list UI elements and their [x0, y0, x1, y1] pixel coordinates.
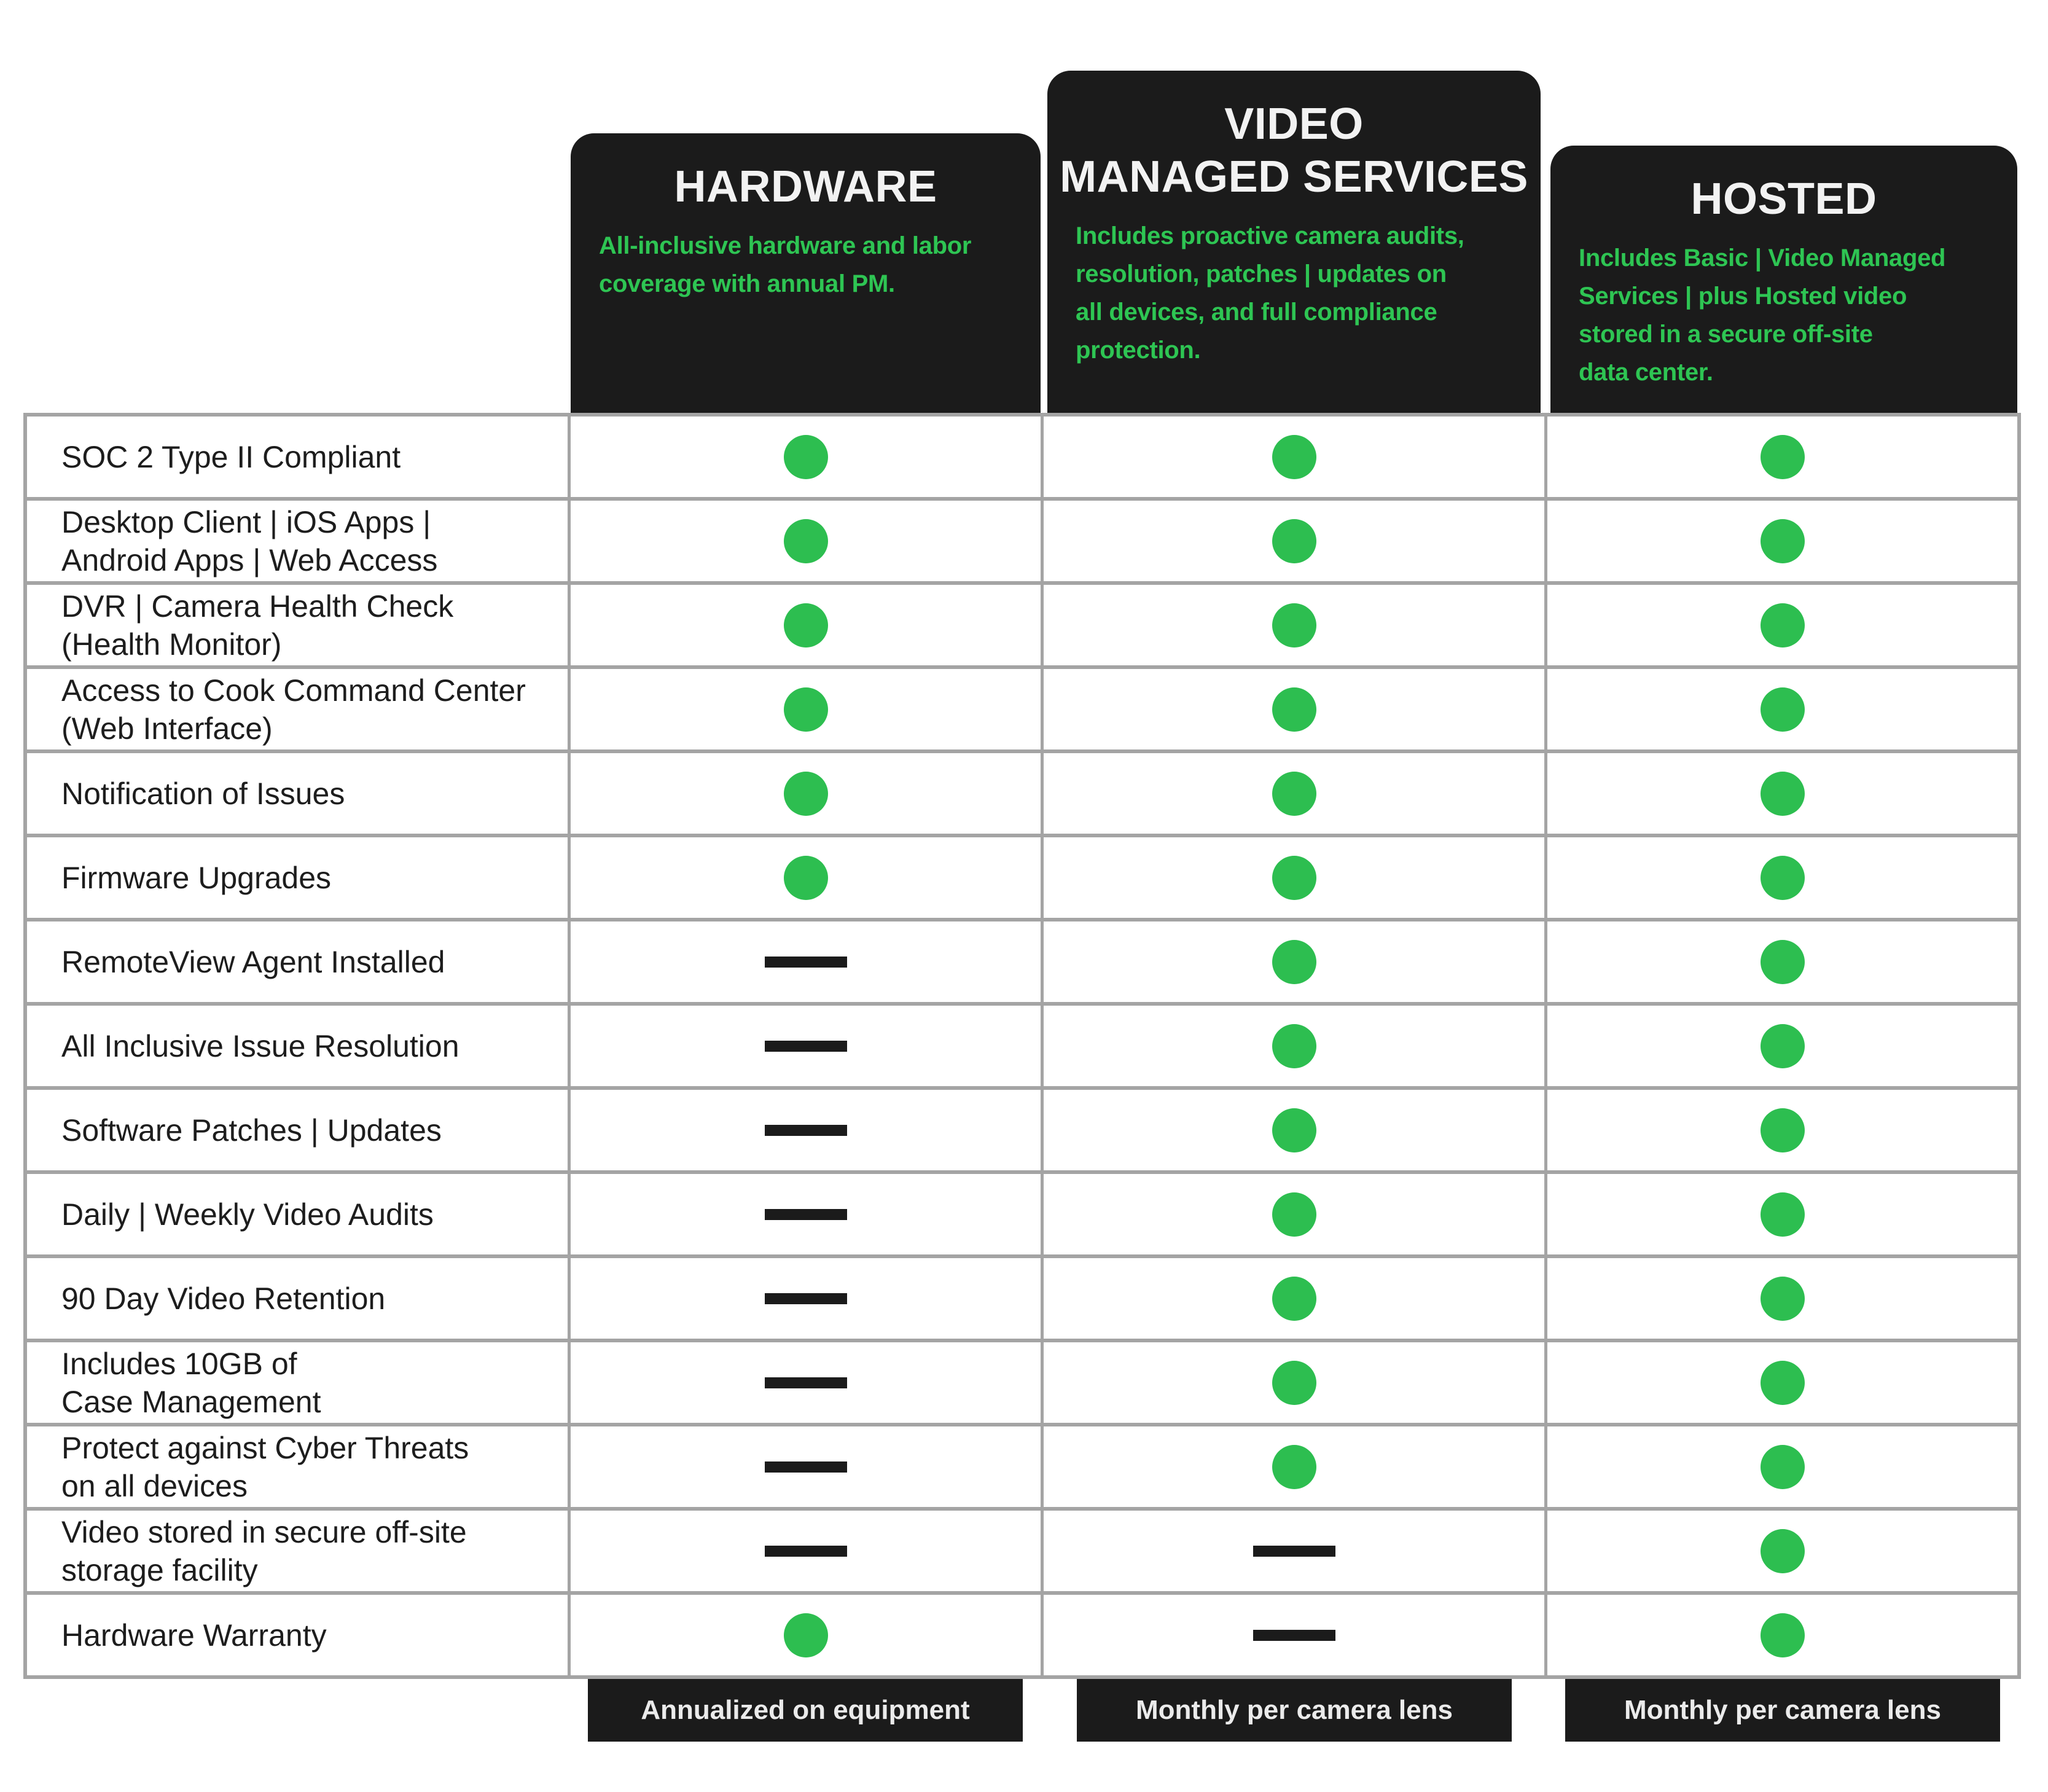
vms-availability-mark — [1044, 1342, 1544, 1423]
hosted-availability-mark — [1547, 1511, 2017, 1591]
hosted-availability-mark — [1547, 1174, 2017, 1254]
hardware-availability-mark — [571, 921, 1041, 1002]
vms-availability-mark — [1044, 1258, 1544, 1339]
vms-availability-mark — [1044, 1595, 1544, 1675]
feature-label: Notification of Issues — [27, 753, 568, 834]
feature-label: DVR | Camera Health Check (Health Monito… — [27, 585, 568, 665]
feature-label: Hardware Warranty — [27, 1595, 568, 1675]
vms-availability-mark — [1044, 1174, 1544, 1254]
hosted-availability-mark — [1547, 669, 2017, 749]
hosted-availability-mark — [1547, 417, 2017, 497]
hardware-availability-mark — [571, 753, 1041, 834]
hosted-availability-mark — [1547, 501, 2017, 581]
vms-availability-mark — [1044, 585, 1544, 665]
hardware-availability-mark — [571, 1090, 1041, 1170]
hosted-availability-mark — [1547, 753, 2017, 834]
hardware-availability-mark — [571, 1595, 1041, 1675]
hardware-availability-mark — [571, 585, 1041, 665]
video-managed-services-column-header: VIDEO MANAGED SERVICES Includes proactiv… — [1047, 71, 1541, 418]
hosted-pricing-bar: Monthly per camera lens — [1565, 1679, 2000, 1742]
hosted-availability-mark — [1547, 1426, 2017, 1507]
hardware-column-header: HARDWARE All-inclusive hardware and labo… — [571, 133, 1041, 418]
hardware-availability-mark — [571, 669, 1041, 749]
hardware-pricing-bar: Annualized on equipment — [588, 1679, 1023, 1742]
feature-label: Protect against Cyber Threats on all dev… — [27, 1426, 568, 1507]
video-managed-services-column-subtitle: Includes proactive camera audits, resolu… — [1076, 222, 1464, 364]
hardware-column-subtitle: All-inclusive hardware and labor coverag… — [599, 232, 972, 297]
vms-availability-mark — [1044, 1511, 1544, 1591]
vms-availability-mark — [1044, 669, 1544, 749]
vms-availability-mark — [1044, 1090, 1544, 1170]
feature-label: RemoteView Agent Installed — [27, 921, 568, 1002]
vms-availability-mark — [1044, 1426, 1544, 1507]
hosted-availability-mark — [1547, 1090, 2017, 1170]
vms-availability-mark — [1044, 837, 1544, 918]
video-managed-services-pricing-bar: Monthly per camera lens — [1077, 1679, 1512, 1742]
hardware-availability-mark — [571, 501, 1041, 581]
hardware-availability-mark — [571, 1174, 1041, 1254]
hosted-availability-mark — [1547, 837, 2017, 918]
hardware-availability-mark — [571, 1258, 1041, 1339]
hardware-column-title: HARDWARE — [674, 162, 937, 211]
hardware-availability-mark — [571, 1006, 1041, 1086]
hosted-column-subtitle: Includes Basic | Video Managed Services … — [1579, 245, 1946, 386]
hardware-availability-mark — [571, 1426, 1041, 1507]
feature-label: SOC 2 Type II Compliant — [27, 417, 568, 497]
feature-label: Video stored in secure off-site storage … — [27, 1511, 568, 1591]
hosted-availability-mark — [1547, 1342, 2017, 1423]
hardware-availability-mark — [571, 417, 1041, 497]
feature-label: Daily | Weekly Video Audits — [27, 1174, 568, 1254]
hosted-availability-mark — [1547, 1006, 2017, 1086]
vms-availability-mark — [1044, 753, 1544, 834]
vms-availability-mark — [1044, 501, 1544, 581]
hosted-availability-mark — [1547, 921, 2017, 1002]
hardware-availability-mark — [571, 837, 1041, 918]
feature-label: Access to Cook Command Center (Web Inter… — [27, 669, 568, 749]
hosted-availability-mark — [1547, 1258, 2017, 1339]
hardware-availability-mark — [571, 1511, 1041, 1591]
feature-label: 90 Day Video Retention — [27, 1258, 568, 1339]
hosted-column-title: HOSTED — [1690, 174, 1877, 224]
hosted-availability-mark — [1547, 585, 2017, 665]
feature-table: SOC 2 Type II Compliant Desktop Client | … — [23, 413, 2021, 1679]
feature-label: Software Patches | Updates — [27, 1090, 568, 1170]
vms-availability-mark — [1044, 921, 1544, 1002]
vms-availability-mark — [1044, 417, 1544, 497]
feature-label: Includes 10GB of Case Management — [27, 1342, 568, 1423]
feature-label: Desktop Client | iOS Apps | Android Apps… — [27, 501, 568, 581]
hosted-availability-mark — [1547, 1595, 2017, 1675]
video-managed-services-column-title: VIDEO MANAGED SERVICES — [1060, 100, 1528, 202]
hardware-availability-mark — [571, 1342, 1041, 1423]
feature-label: All Inclusive Issue Resolution — [27, 1006, 568, 1086]
vms-availability-mark — [1044, 1006, 1544, 1086]
feature-label: Firmware Upgrades — [27, 837, 568, 918]
hosted-column-header: HOSTED Includes Basic | Video Managed Se… — [1550, 146, 2017, 418]
